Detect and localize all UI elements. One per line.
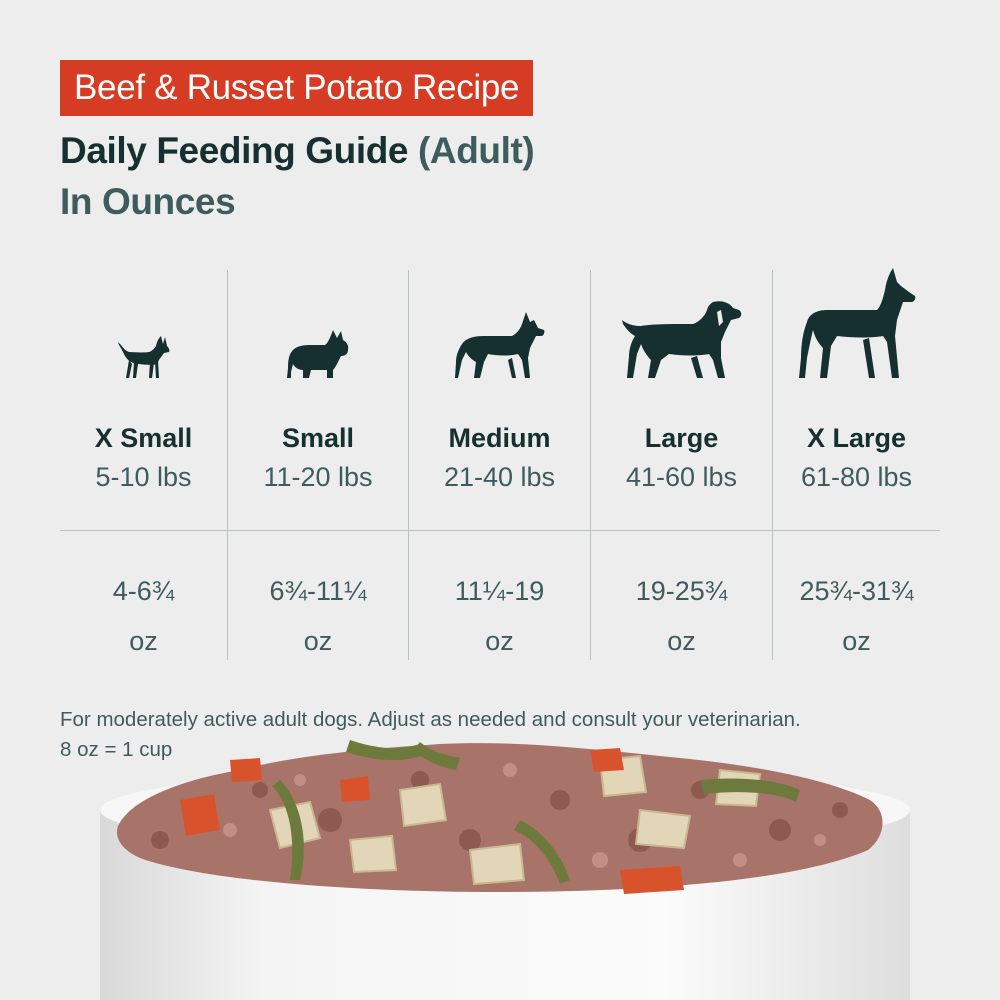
amount-value: 25¾-31¾ oz <box>799 576 914 656</box>
size-column-small: Small 11-20 lbs 6¾-11¼ oz <box>228 270 408 660</box>
bulldog-icon <box>228 328 408 380</box>
weight-range: 41-60 lbs <box>625 462 738 492</box>
size-column-x-small: X Small 5-10 lbs 4-6¾ oz <box>60 270 227 660</box>
weight-range: 5-10 lbs <box>95 462 192 492</box>
size-label: Medium <box>448 423 551 453</box>
great-dane-icon <box>773 266 940 380</box>
row-divider <box>60 530 940 531</box>
column-divider <box>590 270 591 660</box>
note-line: For moderately active adult dogs. Adjust… <box>60 708 801 731</box>
title-main: Daily Feeding Guide <box>60 130 409 171</box>
amount-value: 19-25¾ oz <box>635 576 728 656</box>
feeding-table: X Small 5-10 lbs 4-6¾ oz Small 11-20 lbs … <box>60 268 940 660</box>
chihuahua-icon <box>60 334 227 380</box>
column-divider <box>772 270 773 660</box>
size-column-medium: Medium 21-40 lbs 11¼-19 oz <box>409 270 590 660</box>
medium-dog-icon <box>409 310 590 380</box>
weight-range: 11-20 lbs <box>263 462 373 492</box>
weight-range: 61-80 lbs <box>800 462 913 492</box>
size-label: X Small <box>94 423 193 453</box>
column-divider <box>227 270 228 660</box>
amount-value: 6¾-11¼ oz <box>269 576 367 656</box>
labrador-icon <box>591 298 772 380</box>
title-paren: (Adult) <box>417 130 535 171</box>
weight-range: 21-40 lbs <box>443 462 556 492</box>
size-column-large: Large 41-60 lbs 19-25¾ oz <box>591 270 772 660</box>
recipe-badge: Beef & Russet Potato Recipe <box>60 60 534 116</box>
page-subtitle: In Ounces <box>60 181 236 222</box>
size-label: Small <box>281 423 355 453</box>
amount-value: 4-6¾ oz <box>112 576 175 656</box>
size-label: X Large <box>806 423 907 453</box>
page-title: Daily Feeding Guide (Adult) <box>60 130 535 172</box>
amount-value: 11¼-19 oz <box>454 576 545 656</box>
food-bowl-image <box>0 740 1000 1000</box>
conversion-note: 8 oz = 1 cup <box>60 738 173 761</box>
size-column-x-large: X Large 61-80 lbs 25¾-31¾ oz <box>773 268 940 660</box>
column-divider <box>408 270 409 660</box>
size-label: Large <box>644 423 719 453</box>
feeding-note: For moderately active adult dogs. Adjust… <box>60 705 801 765</box>
